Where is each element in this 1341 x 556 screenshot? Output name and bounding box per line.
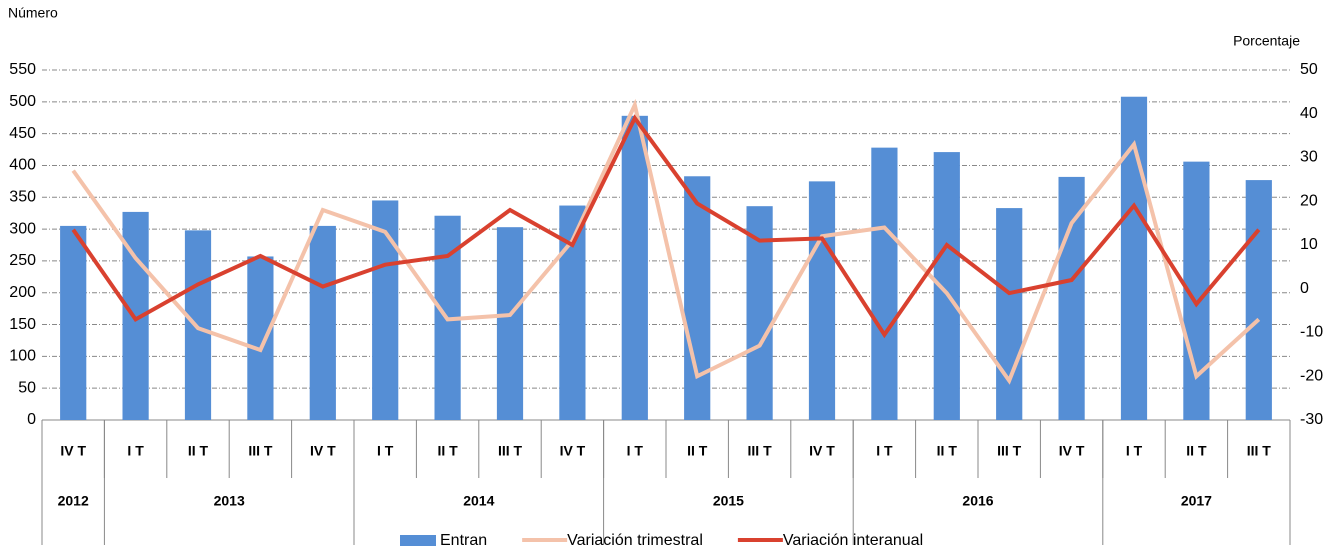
bar bbox=[496, 227, 524, 420]
x-tick-label: IV T bbox=[310, 443, 336, 459]
y-tick-label: 250 bbox=[9, 252, 36, 269]
year-label: 2016 bbox=[962, 493, 993, 509]
bar bbox=[808, 181, 836, 420]
x-tick-label: I T bbox=[1126, 443, 1143, 459]
legend-label: Variación trimestral bbox=[567, 532, 703, 549]
x-tick-label: III T bbox=[997, 443, 1022, 459]
legend-swatch bbox=[400, 535, 436, 546]
bar bbox=[60, 225, 87, 420]
x-tick-label: IV T bbox=[809, 443, 835, 459]
y-tick-label: 300 bbox=[9, 220, 36, 237]
x-tick-label: III T bbox=[248, 443, 273, 459]
x-tick-label: III T bbox=[1247, 443, 1272, 459]
x-tick-label: II T bbox=[188, 443, 209, 459]
bar bbox=[309, 225, 336, 420]
y2-tick-label: -10 bbox=[1300, 324, 1323, 341]
y2-tick-label: 30 bbox=[1300, 149, 1318, 166]
year-label: 2017 bbox=[1181, 493, 1212, 509]
y2-tick-label: -20 bbox=[1300, 367, 1323, 384]
bar bbox=[621, 115, 648, 421]
x-tick-label: II T bbox=[1186, 443, 1207, 459]
y-tick-label: 400 bbox=[9, 157, 36, 174]
x-tick-label: II T bbox=[437, 443, 458, 459]
x-tick-label: II T bbox=[937, 443, 958, 459]
bar bbox=[1058, 176, 1085, 420]
y2-axis-label: Porcentaje bbox=[1233, 33, 1300, 49]
y2-tick-label: -30 bbox=[1300, 411, 1323, 428]
x-tick-label: IV T bbox=[1059, 443, 1085, 459]
y-tick-label: 550 bbox=[9, 61, 36, 78]
x-tick-label: IV T bbox=[560, 443, 586, 459]
bar bbox=[996, 208, 1023, 420]
x-tick-label: I T bbox=[876, 443, 893, 459]
x-tick-label: IV T bbox=[60, 443, 86, 459]
legend-label: Variación interanual bbox=[783, 532, 923, 549]
bar bbox=[871, 147, 898, 421]
x-tick-label: III T bbox=[748, 443, 773, 459]
y2-tick-label: 20 bbox=[1300, 192, 1318, 209]
bar bbox=[684, 176, 711, 420]
y-tick-label: 50 bbox=[18, 379, 36, 396]
y-tick-label: 200 bbox=[9, 284, 36, 301]
year-label: 2015 bbox=[713, 493, 744, 509]
year-label: 2013 bbox=[214, 493, 245, 509]
y-tick-label: 150 bbox=[9, 316, 36, 333]
y2-tick-label: 40 bbox=[1300, 105, 1318, 122]
line bbox=[71, 98, 1261, 385]
y-tick-label: 100 bbox=[9, 348, 36, 365]
legend-label: Entran bbox=[440, 532, 487, 549]
y2-tick-label: 0 bbox=[1300, 280, 1309, 297]
bar bbox=[746, 206, 773, 420]
bar bbox=[372, 200, 399, 420]
x-tick-label: II T bbox=[687, 443, 708, 459]
y2-tick-label: 10 bbox=[1300, 236, 1318, 253]
y-axis-label: Número bbox=[8, 5, 58, 21]
line bbox=[71, 114, 1261, 339]
y-tick-label: 0 bbox=[27, 411, 36, 428]
y2-tick-label: 50 bbox=[1300, 61, 1318, 78]
bar bbox=[1245, 180, 1272, 420]
x-tick-label: III T bbox=[498, 443, 523, 459]
x-tick-label: I T bbox=[377, 443, 394, 459]
y-tick-label: 350 bbox=[9, 188, 36, 205]
x-tick-label: I T bbox=[627, 443, 644, 459]
year-label: 2014 bbox=[463, 493, 494, 509]
year-label: 2012 bbox=[58, 493, 89, 509]
y-tick-label: 500 bbox=[9, 93, 36, 110]
bar bbox=[247, 256, 274, 420]
y-tick-label: 450 bbox=[9, 125, 36, 142]
x-tick-label: I T bbox=[127, 443, 144, 459]
